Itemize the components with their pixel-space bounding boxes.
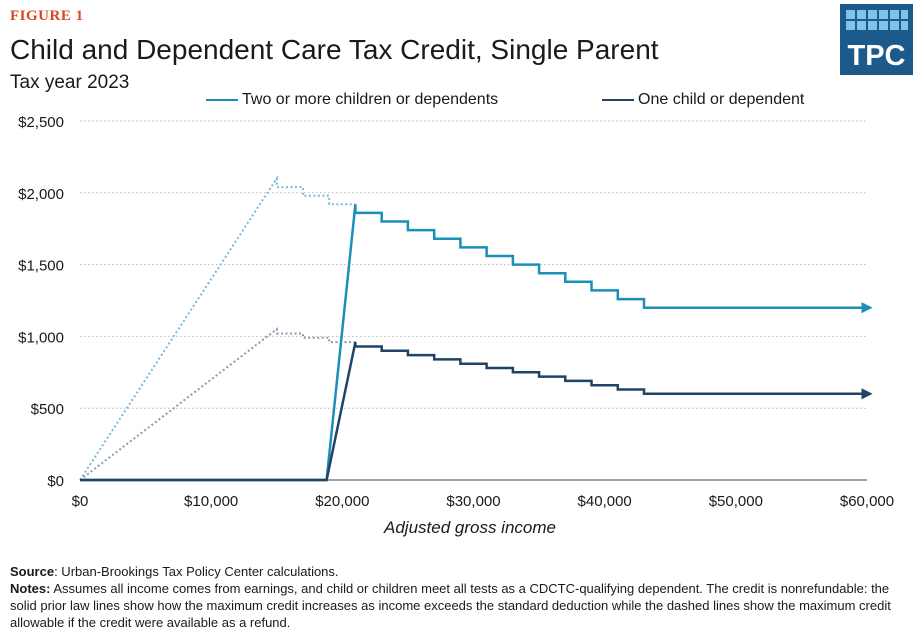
source-line: Source: Urban-Brookings Tax Policy Cente… bbox=[10, 563, 915, 580]
x-tick-label: $30,000 bbox=[446, 493, 500, 510]
x-tick-label: $50,000 bbox=[709, 493, 763, 510]
y-tick-label: $500 bbox=[31, 401, 64, 418]
legend-label-two-or-more: Two or more children or dependents bbox=[242, 91, 499, 108]
legend-item-one-child: One child or dependent bbox=[602, 91, 804, 109]
series-two-or-more-refund bbox=[79, 175, 356, 481]
notes-label: Notes: bbox=[10, 581, 51, 596]
x-tick-label: $0 bbox=[72, 493, 89, 510]
series-lines bbox=[79, 175, 873, 482]
figure-label: FIGURE 1 bbox=[10, 8, 84, 24]
x-tick-label: $40,000 bbox=[578, 493, 632, 510]
y-tick-label: $2,000 bbox=[18, 186, 64, 203]
source-label: Source bbox=[10, 564, 55, 579]
x-tick-label: $60,000 bbox=[840, 493, 894, 510]
x-tick-label: $10,000 bbox=[184, 493, 238, 510]
legend-item-two-or-more: Two or more children or dependents bbox=[206, 91, 498, 109]
axes: $0 $500 $1,000 $1,500 $2,000 $2,500 $0 $10,000 $… bbox=[18, 114, 894, 510]
source-text: : Urban-Brookings Tax Policy Center calc… bbox=[54, 564, 339, 579]
chart-subtitle: Tax year 2023 bbox=[10, 72, 130, 93]
chart-area: $0 $500 $1,000 $1,500 $2,000 $2,500 $0 $10,000 $… bbox=[18, 114, 894, 537]
logo-grid-squares bbox=[846, 10, 908, 30]
notes-line: Notes: Assumes all income comes from ear… bbox=[10, 580, 915, 631]
x-tick-label: $20,000 bbox=[315, 493, 369, 510]
tpc-logo: TPC bbox=[840, 4, 913, 75]
y-tick-label: $1,500 bbox=[18, 258, 64, 275]
y-tick-label: $1,000 bbox=[18, 329, 64, 346]
series-one-child bbox=[80, 341, 873, 482]
notes-text: Assumes all income comes from earnings, … bbox=[10, 581, 891, 630]
gridlines bbox=[80, 120, 867, 409]
series-one-child-refund bbox=[79, 327, 356, 481]
legend-swatch-one-child bbox=[602, 99, 634, 101]
series-two-or-more bbox=[80, 204, 873, 482]
notes-block: Source: Urban-Brookings Tax Policy Cente… bbox=[10, 563, 915, 631]
legend-swatch-two-or-more bbox=[206, 99, 238, 101]
chart-title: Child and Dependent Care Tax Credit, Sin… bbox=[10, 34, 659, 65]
legend-label-one-child: One child or dependent bbox=[638, 91, 805, 108]
logo-text: TPC bbox=[848, 40, 906, 72]
y-tick-label: $2,500 bbox=[18, 114, 64, 131]
y-tick-label: $0 bbox=[47, 473, 64, 490]
x-axis-label: Adjusted gross income bbox=[383, 518, 556, 537]
